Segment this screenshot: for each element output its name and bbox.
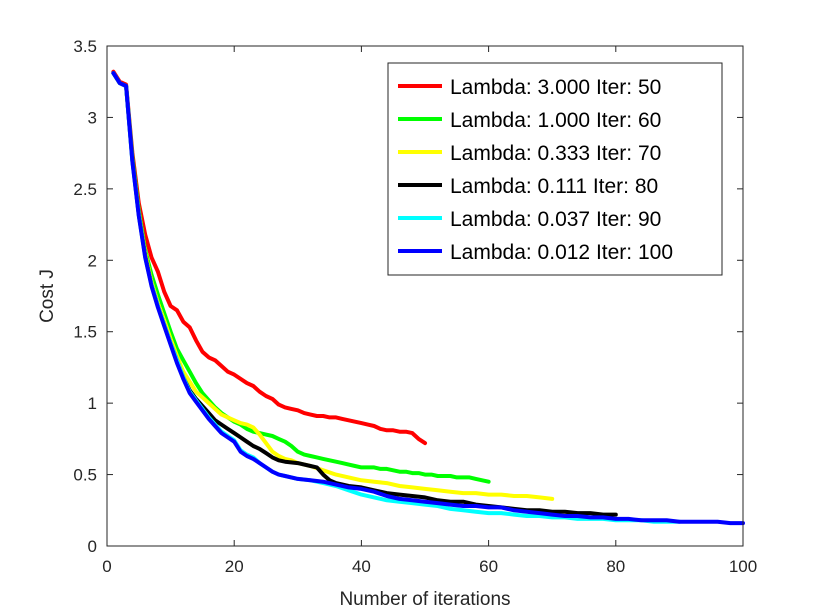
y-tick-label-7: 3.5 (73, 37, 97, 56)
legend-box (387, 62, 723, 276)
x-tick-label-2: 40 (352, 557, 371, 576)
series-line-1 (111, 71, 491, 484)
x-tick-label-1: 20 (225, 557, 244, 576)
x-tick-label-0: 0 (102, 557, 111, 576)
legend-entry-0: Lambda: 3.000 Iter: 50 (450, 76, 661, 99)
axes-layer: 0 20 40 60 80 100 0 0.5 1 1.5 2 2.5 3 3.5 (73, 37, 757, 576)
legend-entry-4: Lambda: 0.037 Iter: 90 (450, 208, 661, 231)
y-tick-label-1: 0.5 (73, 466, 97, 485)
x-tick-label-3: 60 (479, 557, 498, 576)
legend-entry-5: Lambda: 0.012 Iter: 100 (450, 241, 673, 264)
legend-entry-3: Lambda: 0.111 Iter: 80 (450, 175, 658, 198)
x-axis-label: Number of iterations (339, 589, 510, 610)
y-tick-label-4: 2 (88, 251, 97, 270)
y-tick-label-2: 1 (88, 394, 97, 413)
legend: Lambda: 3.000 Iter: 50 Lambda: 1.000 Iter… (387, 62, 723, 276)
series-line-0 (111, 69, 427, 446)
y-tick-label-6: 3 (88, 108, 97, 127)
y-tick-label-5: 2.5 (73, 180, 97, 199)
axes-box (106, 45, 744, 547)
legend-entry-2: Lambda: 0.333 Iter: 70 (450, 142, 661, 165)
y-tick-label-0: 0 (88, 537, 97, 556)
y-tick-label-3: 1.5 (73, 323, 97, 342)
series-layer (111, 69, 745, 526)
legend-entry-1: Lambda: 1.000 Iter: 60 (450, 109, 661, 132)
x-tick-label-4: 80 (606, 557, 625, 576)
series-line-5 (111, 71, 745, 526)
y-axis-label: Cost J (37, 269, 58, 323)
x-tick-label-5: 100 (729, 557, 757, 576)
